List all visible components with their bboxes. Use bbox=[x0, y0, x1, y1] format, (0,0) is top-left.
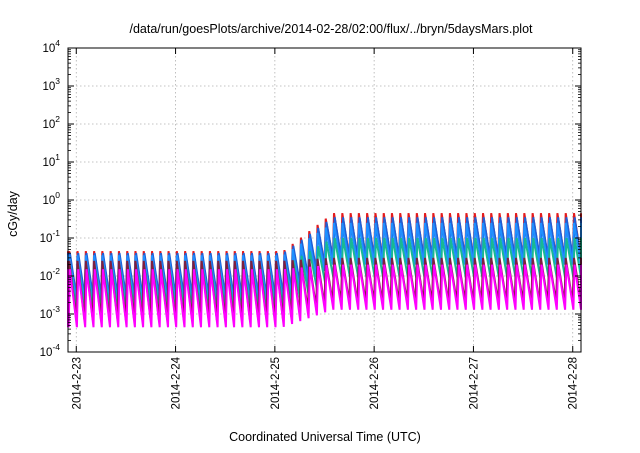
y-axis-label: cGy/day bbox=[6, 190, 20, 237]
chart-title: /data/run/goesPlots/archive/2014-02-28/0… bbox=[129, 22, 533, 36]
series-line bbox=[67, 264, 582, 328]
y-tick-label: 10-3 bbox=[40, 304, 61, 321]
x-tick-label: 2014-2-25 bbox=[270, 357, 282, 409]
x-axis-label: Coordinated Universal Time (UTC) bbox=[229, 430, 421, 444]
x-axis-ticks: 2014-2-23 2014-2-24 2014-2-25 2014-2-26 2014… bbox=[71, 48, 580, 409]
y-tick-label: 102 bbox=[42, 114, 60, 131]
y-axis-ticks: 10-4 10-3 10-2 10-1 100 101 102 103 104 bbox=[40, 38, 581, 359]
x-tick-label: 2014-2-26 bbox=[369, 357, 381, 409]
x-tick-label: 2014-2-24 bbox=[171, 356, 183, 409]
y-tick-label: 100 bbox=[42, 190, 60, 207]
y-tick-label: 104 bbox=[42, 38, 60, 55]
x-tick-label: 2014-2-27 bbox=[468, 357, 480, 409]
y-tick-label: 103 bbox=[42, 76, 60, 93]
y-tick-label: 10-4 bbox=[40, 342, 61, 359]
y-tick-label: 10-2 bbox=[40, 266, 61, 283]
y-tick-label: 10-1 bbox=[40, 228, 61, 245]
y-tick-label: 101 bbox=[42, 152, 60, 169]
series-lines bbox=[67, 213, 582, 328]
x-tick-label: 2014-2-28 bbox=[568, 357, 580, 409]
x-tick-label: 2014-2-23 bbox=[71, 357, 83, 409]
